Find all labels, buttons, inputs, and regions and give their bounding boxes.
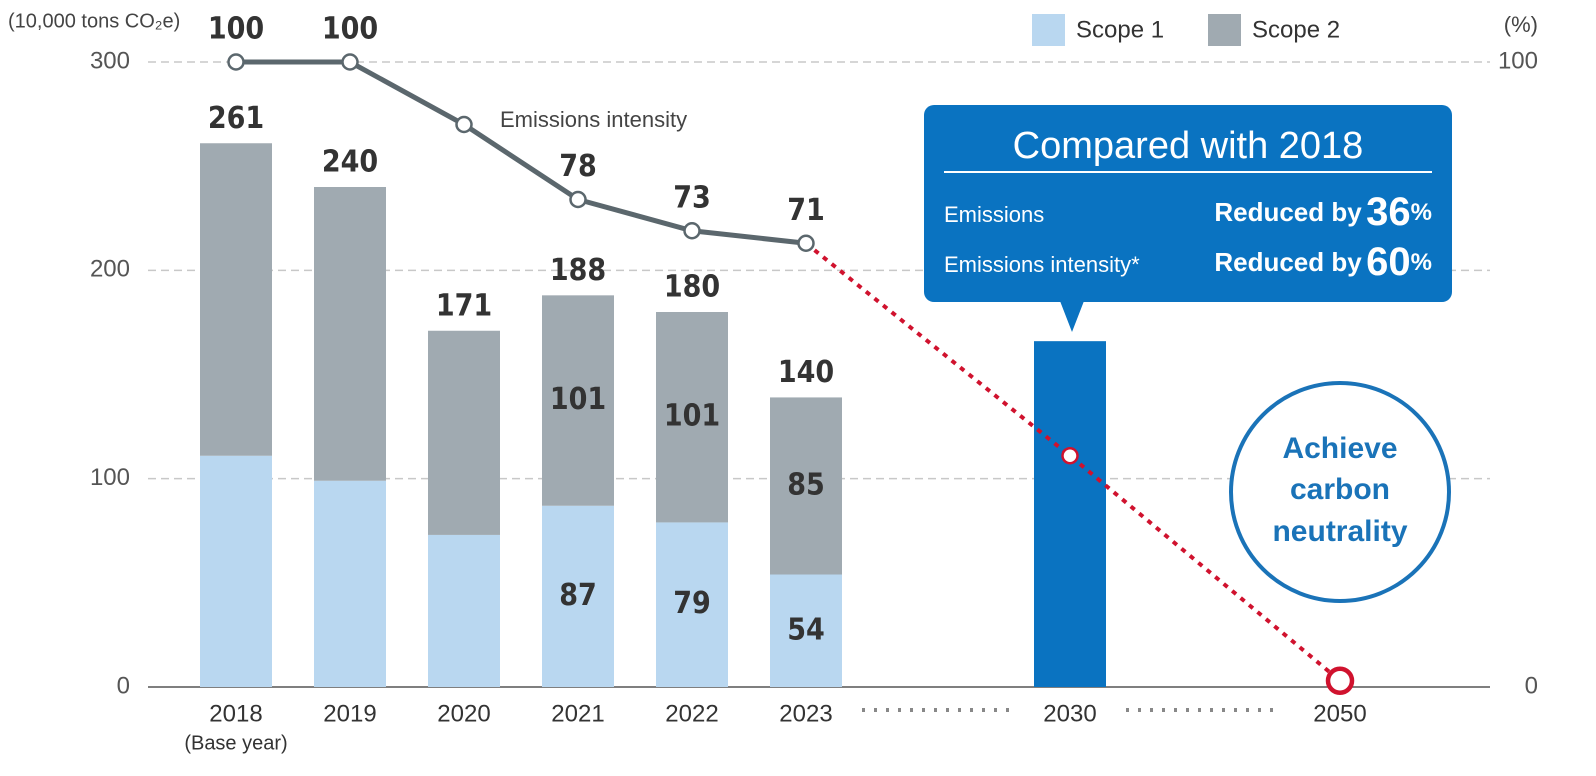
goal-text: carbon — [1290, 473, 1390, 506]
line — [236, 59, 807, 246]
point — [227, 53, 245, 71]
bar — [314, 480, 386, 687]
value-label: 78 — [559, 149, 597, 184]
bar — [770, 574, 842, 687]
goal-badge: Achieve carbon neutrality — [1229, 381, 1451, 603]
x-tick-label: 2030 — [1043, 700, 1096, 727]
x-tick-label: 2019 — [323, 700, 376, 727]
value-label: 100 — [322, 12, 378, 47]
line — [804, 241, 1342, 683]
x-tick-label: 2018 — [209, 700, 262, 727]
value-label: 101 — [550, 382, 606, 417]
callout-number: 36 — [1366, 190, 1411, 234]
goal-text: Achieve — [1282, 432, 1397, 465]
series-label: Emissions intensity — [500, 107, 687, 132]
bar — [656, 522, 728, 687]
callout-label: Emissions intensity* — [944, 252, 1140, 277]
y2-tick-label: 0 — [1525, 672, 1538, 699]
callout-value: Reduced by 36% — [1214, 190, 1432, 234]
point — [341, 53, 359, 71]
value-label: 71 — [787, 193, 825, 228]
y-tick-label: 0 — [117, 672, 130, 699]
callout-unit: % — [1411, 249, 1432, 276]
bar — [200, 455, 272, 687]
y2-tick-label: 100 — [1498, 47, 1538, 74]
callout: Compared with 2018 Emissions Reduced by … — [924, 105, 1452, 332]
bar — [656, 312, 728, 523]
goal-circle — [1229, 381, 1451, 603]
total-label: 140 — [778, 355, 834, 390]
point — [1061, 447, 1079, 465]
point — [797, 234, 815, 252]
bar — [542, 295, 614, 506]
x-tick-note: (Base year) — [184, 732, 287, 754]
value-label: 87 — [559, 578, 597, 613]
y-axis-label: (10,000 tons CO₂e) — [8, 10, 180, 32]
y-tick-label: 300 — [90, 47, 130, 74]
legend-label: Scope 2 — [1252, 16, 1340, 43]
bar — [200, 143, 272, 456]
y-tick-label: 100 — [90, 464, 130, 491]
bar — [314, 187, 386, 481]
callout-unit: % — [1411, 199, 1432, 226]
bar — [542, 505, 614, 687]
bar — [428, 330, 500, 535]
point — [455, 115, 473, 134]
callout-box — [924, 105, 1452, 302]
value-label: 85 — [787, 467, 825, 502]
value-label: 100 — [208, 12, 264, 47]
bar — [428, 534, 500, 687]
total-label: 261 — [208, 101, 264, 136]
x-tick-label: 2020 — [437, 700, 490, 727]
x-tick-label: 2022 — [665, 700, 718, 727]
callout-number: 60 — [1366, 240, 1411, 284]
value-label: 101 — [664, 399, 720, 434]
y2-axis-label: (%) — [1504, 12, 1538, 37]
x-tick-label: 2021 — [551, 700, 604, 727]
point — [1325, 666, 1355, 695]
x-tick-label: 2050 — [1313, 700, 1366, 727]
callout-pointer — [1060, 301, 1084, 332]
total-label: 171 — [436, 288, 492, 323]
point — [683, 222, 701, 240]
total-label: 240 — [322, 145, 378, 180]
total-label: 180 — [664, 270, 720, 305]
callout-label: Emissions — [944, 202, 1044, 227]
callout-value: Reduced by 60% — [1214, 240, 1432, 284]
total-label: 188 — [550, 253, 606, 288]
point — [569, 190, 587, 209]
callout-text: Reduced by — [1214, 197, 1362, 227]
value-label: 79 — [673, 586, 711, 621]
value-label: 73 — [673, 180, 711, 215]
callout-text: Reduced by — [1214, 247, 1362, 277]
legend-swatch — [1032, 14, 1065, 46]
bar — [770, 397, 842, 575]
y-tick-label: 200 — [90, 256, 130, 283]
x-tick-label: 2023 — [779, 700, 832, 727]
legend-label: Scope 1 — [1076, 16, 1164, 43]
value-label: 54 — [787, 612, 825, 647]
callout-title: Compared with 2018 — [1013, 125, 1364, 167]
bar — [1034, 341, 1106, 687]
goal-text: neutrality — [1272, 515, 1407, 548]
legend-swatch — [1208, 14, 1241, 46]
